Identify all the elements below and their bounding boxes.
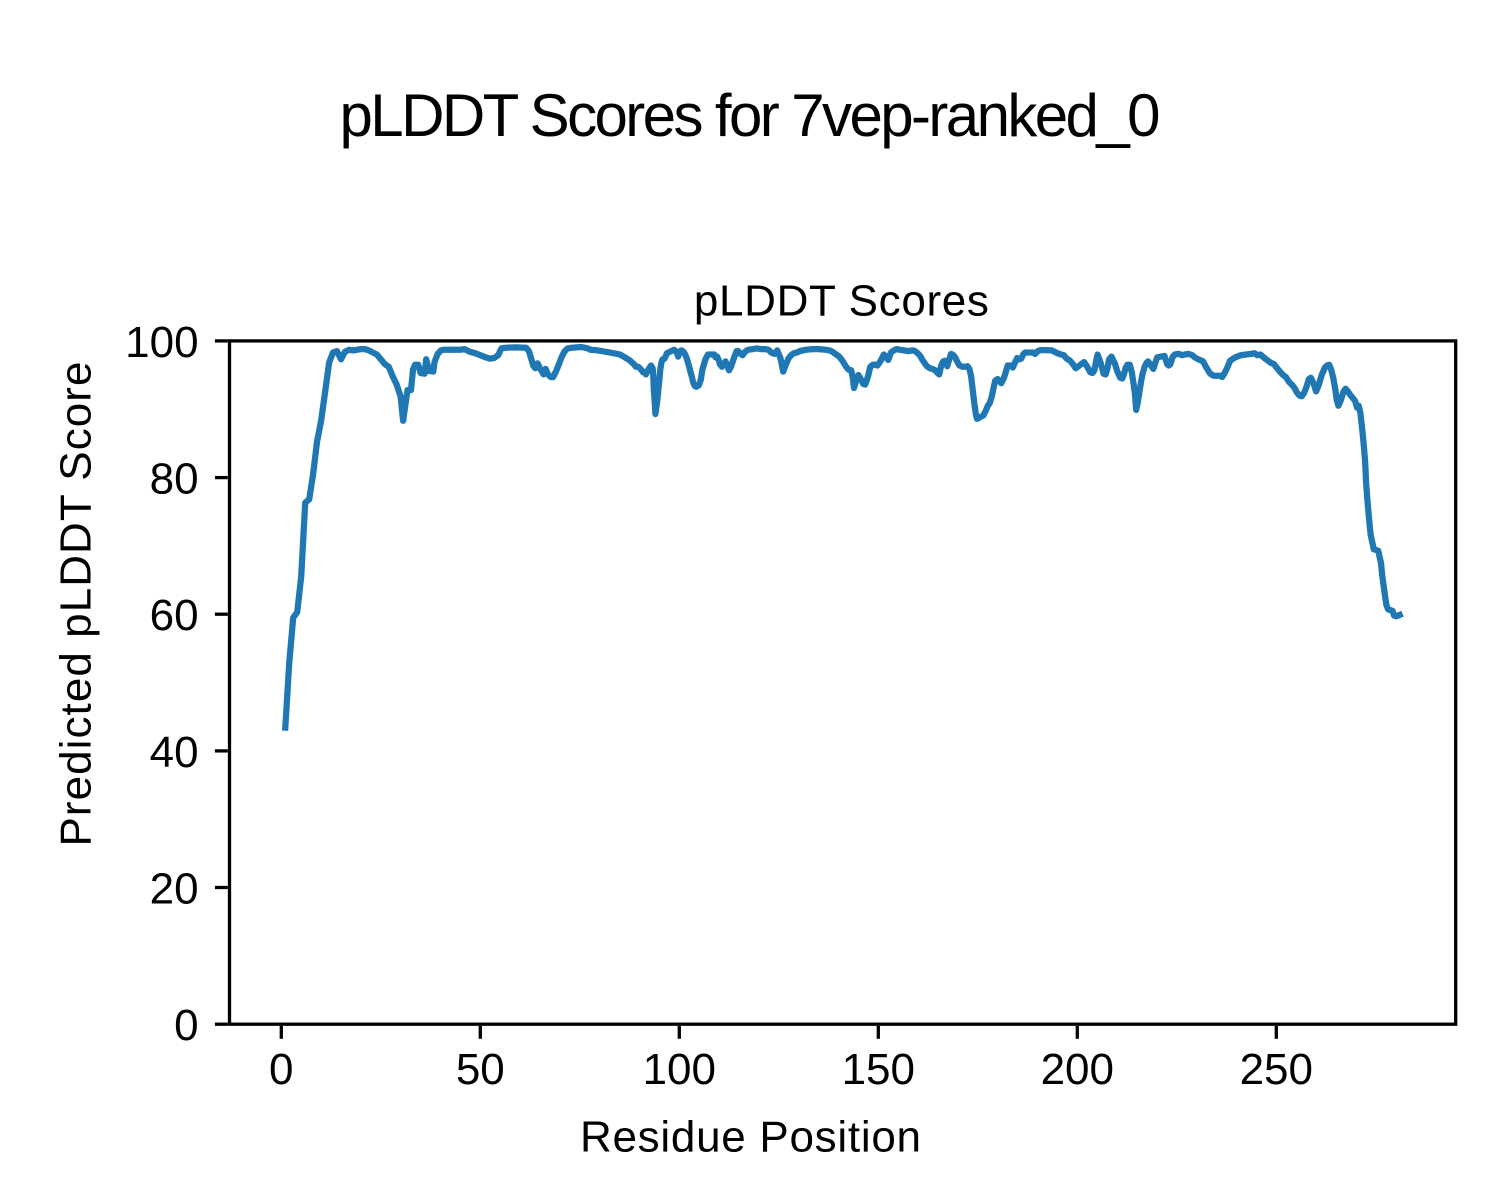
svg-text:40: 40 (150, 728, 199, 777)
svg-text:50: 50 (456, 1045, 505, 1094)
svg-text:60: 60 (150, 591, 199, 640)
svg-text:100: 100 (125, 318, 198, 367)
svg-text:100: 100 (643, 1045, 716, 1094)
svg-text:pLDDT Scores for 7vep-ranked_0: pLDDT Scores for 7vep-ranked_0 (340, 82, 1161, 149)
svg-text:200: 200 (1041, 1045, 1114, 1094)
svg-text:80: 80 (150, 455, 199, 504)
svg-text:Residue Position: Residue Position (580, 1113, 921, 1162)
svg-text:0: 0 (174, 1001, 198, 1050)
svg-text:pLDDT Scores: pLDDT Scores (694, 277, 989, 326)
svg-text:Predicted pLDDT Score: Predicted pLDDT Score (52, 362, 101, 847)
svg-text:20: 20 (150, 865, 199, 914)
svg-text:250: 250 (1240, 1045, 1313, 1094)
svg-text:0: 0 (269, 1045, 293, 1094)
svg-text:150: 150 (842, 1045, 915, 1094)
